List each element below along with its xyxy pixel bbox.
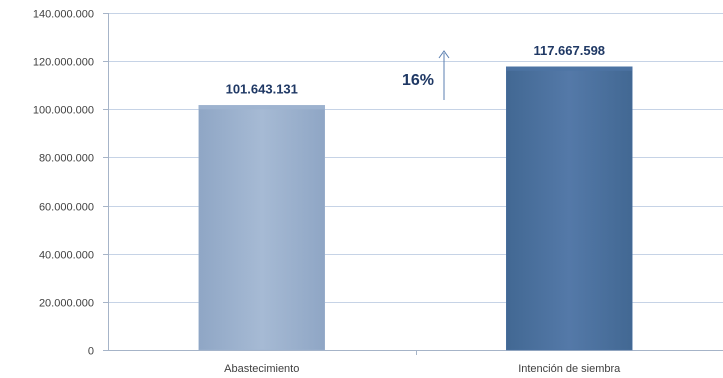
y-tick-label: 80.000.000 (39, 153, 94, 165)
x-category-label: Abastecimiento (224, 363, 299, 375)
bar-top-edge (506, 66, 633, 71)
data-label: 117.667.598 (533, 43, 605, 58)
axes (103, 13, 723, 355)
bar-abastecimiento (198, 105, 325, 351)
growth-arrowhead-icon (438, 50, 450, 59)
y-tick-label: 120.000.000 (33, 57, 94, 69)
bar-intencion-de-siembra (506, 66, 633, 351)
bars (198, 66, 633, 351)
bar-top-edge (198, 105, 325, 110)
y-tick-label: 0 (88, 346, 94, 358)
growth-percent-label: 16% (402, 72, 434, 89)
x-category-label: Intención de siembra (518, 363, 621, 375)
labels: 0 20.000.000 40.000.000 60.000.000 80.000.00… (33, 9, 621, 376)
y-tick-label: 40.000.000 (39, 250, 94, 262)
annotation: 16% (402, 50, 450, 100)
y-tick-label: 20.000.000 (39, 298, 94, 310)
data-label: 101.643.131 (226, 81, 298, 96)
y-tick-label: 60.000.000 (39, 202, 94, 214)
y-tick-label: 100.000.000 (33, 105, 94, 117)
y-tick-label: 140.000.000 (33, 9, 94, 21)
